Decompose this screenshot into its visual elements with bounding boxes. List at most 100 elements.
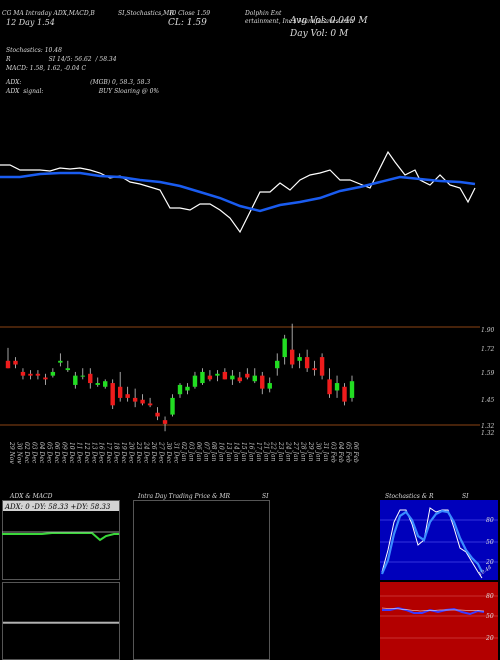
candle-body — [230, 375, 235, 380]
stoch-panel-title-2: SI — [462, 493, 469, 500]
date-label: 29 Jan — [307, 441, 314, 462]
date-label: 03 Jan — [187, 442, 194, 462]
rsi-readout: R SI 14/5: 56.62 / 58.34 — [6, 56, 117, 63]
stoch-label-50: 50 — [486, 539, 494, 546]
date-label: 02 Jan — [180, 442, 187, 462]
title-line-2: ertainment, Inc.) ManafaSaves.com — [245, 18, 354, 25]
candle-body — [110, 383, 115, 406]
stochastics-readout: Stochastics: 10.48 — [6, 47, 62, 54]
candle-body — [28, 373, 33, 376]
rsi-label-20: 20 — [485, 635, 494, 642]
candle-body — [252, 375, 257, 382]
candle-body — [275, 360, 280, 369]
candle-body — [132, 397, 138, 402]
date-label: 20 Dec — [128, 441, 135, 464]
candle-body — [58, 360, 63, 363]
date-label: 04 Feb — [337, 442, 344, 463]
date-label: 10 Jan — [217, 442, 224, 462]
candle-body — [267, 383, 272, 389]
candle-body — [95, 383, 100, 385]
candle-body — [140, 399, 145, 404]
stoch-label-80: 80 — [486, 517, 494, 524]
macd-readout: MACD: 1.58, 1.62, -0.04 C — [6, 65, 87, 72]
date-label: 23 Dec — [135, 441, 142, 464]
date-label: 30 Dec — [165, 442, 172, 464]
date-label: 13 Dec — [90, 442, 97, 464]
date-label: 19 Dec — [120, 442, 127, 464]
candle-body — [147, 403, 153, 406]
candle-body — [215, 373, 220, 376]
intraday-panel-title-2: SI — [262, 493, 269, 500]
candle-body — [297, 357, 302, 361]
date-label: 27 Dec — [158, 441, 165, 464]
adx-panel: ADX: 0 -DY: 58.33 +DY: 58.33 — [2, 500, 120, 580]
day-vol: Day Vol: 0 M — [290, 29, 349, 39]
date-label: 06 Feb — [352, 442, 359, 463]
candle-body — [80, 375, 85, 377]
adx-signal: ADX signal: BUY Sloaring @ 0% — [6, 88, 160, 95]
adx-readout: ADX: (MGB) 0, 58.3, 58.3 — [6, 79, 151, 86]
y-label-190: 1.90 — [481, 327, 495, 334]
date-label: 03 Dec — [30, 442, 37, 464]
adx-panel-title: ADX & MACD — [10, 493, 53, 500]
y-label-132b: 1.32 — [481, 430, 495, 437]
date-label: 08 Jan — [210, 442, 217, 462]
date-label: 31 Dec — [173, 442, 180, 464]
date-label: 24 Dec — [143, 441, 150, 464]
candle-body — [88, 373, 93, 384]
candle-body — [319, 357, 325, 376]
adx-panel-readout: ADX: 0 -DY: 58.33 +DY: 58.33 — [4, 503, 111, 511]
date-label: 27 Jan — [292, 441, 299, 462]
candle-body — [170, 397, 175, 415]
intraday-panel-title: Intra Day Trading Price & MR — [138, 493, 231, 500]
date-axis: 29 Nov 30 Nov 02 Dec 03 Dec 04 Dec 05 Dec 06 D… — [8, 441, 359, 464]
candle-body — [5, 360, 11, 369]
date-label: 26 Dec — [150, 441, 157, 464]
date-label: 10 Dec — [68, 442, 75, 464]
date-label: 12 Dec — [83, 442, 90, 464]
links-line-2[interactable]: SI,Stochastics,MR — [118, 10, 174, 17]
date-label: 28 Jan — [300, 441, 307, 462]
date-label: 13 Jan — [225, 442, 232, 462]
candlestick-panel: 1.90 1.72 1.59 1.45 1.32 1.32 — [0, 323, 495, 437]
candle-body — [20, 371, 26, 376]
candle-body — [282, 338, 287, 358]
moving-average-chart — [0, 150, 476, 234]
links-line[interactable]: CG MA Intraday ADX,MACD,B — [2, 10, 95, 17]
stoch-panel-title: Stochastics & R — [385, 493, 434, 500]
candle-body — [162, 420, 168, 424]
candle-body — [13, 360, 18, 365]
candle-body — [334, 383, 340, 391]
candle-body — [185, 386, 190, 391]
date-label: 17 Jan — [255, 442, 262, 462]
candle-body — [245, 373, 250, 378]
candle-body — [73, 375, 78, 385]
title-line: Dolphin Ent — [245, 10, 282, 17]
candle-body — [222, 371, 228, 380]
chart-label: (0 Close 1.59 — [170, 10, 211, 17]
candle-body — [312, 368, 317, 371]
stoch-label-20: 20 — [485, 559, 494, 566]
candle-body — [50, 371, 56, 376]
moving-average-line — [0, 171, 476, 213]
candle-body — [207, 375, 213, 380]
candle-body — [342, 386, 347, 402]
macd-panel — [2, 582, 120, 660]
date-label: 30 Nov — [15, 442, 22, 464]
day-label: 12 Day 1.54 — [6, 18, 55, 27]
date-label: 30 Jan — [315, 442, 322, 462]
date-label: 31 Jan — [322, 442, 329, 462]
date-label: 14 Jan — [232, 442, 239, 462]
date-label: 16 Dec — [98, 442, 105, 464]
adx-plus-line — [2, 532, 119, 542]
candle-body — [327, 379, 332, 395]
stoch-k-line — [381, 507, 483, 579]
stoch-d-line — [380, 509, 483, 575]
date-label: 07 Jan — [202, 442, 209, 462]
date-label: 15 Jan — [240, 442, 247, 462]
date-label: 02 Dec — [23, 442, 30, 464]
rsi-line — [382, 606, 485, 616]
y-label-172: 1.72 — [481, 346, 495, 353]
date-label: 16 Jan — [247, 442, 254, 462]
candle-body — [192, 375, 198, 387]
